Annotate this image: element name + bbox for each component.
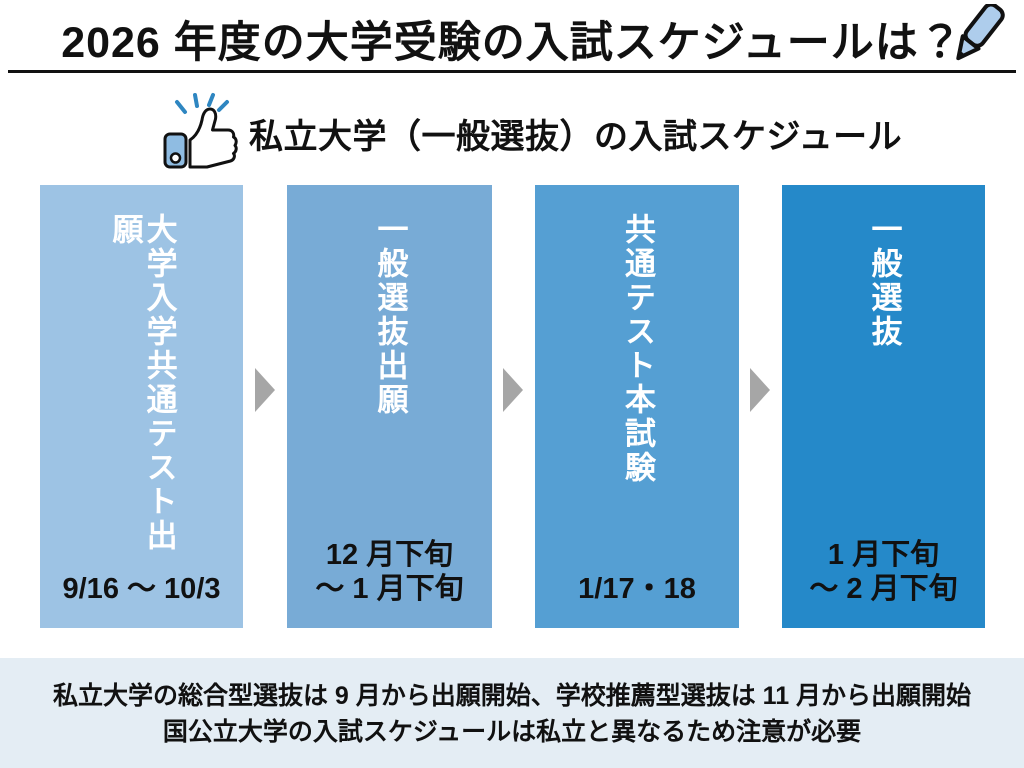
cuff-dot — [169, 152, 182, 164]
footer-line-1: 私立大学の総合型選抜は 9 月から出願開始、学校推薦型選抜は 11 月から出願開… — [52, 682, 972, 710]
subtitle-text: 私立大学（一般選抜）の入試スケジュール — [249, 117, 903, 156]
footer-note: 私立大学の総合型選抜は 9 月から出願開始、学校推薦型選抜は 11 月から出願開… — [0, 658, 1024, 768]
step-date-line: 1/17・18 — [578, 572, 696, 605]
pencil-tip — [956, 34, 981, 61]
arrow-right-icon — [750, 368, 770, 412]
page-title: 2026 年度の大学受験の入試スケジュールは？ — [61, 19, 963, 67]
step-date-line: 12 月下旬 — [325, 539, 454, 572]
step-date: 1 月下旬 ～ 2 月下旬 — [809, 539, 957, 606]
timeline-step-kyotsu-honshiken: 共通テスト本試験 1/17・18 — [535, 185, 739, 628]
step-label: 一般選抜 — [866, 213, 902, 349]
step-date-line: ～ 1 月下旬 — [315, 572, 464, 605]
step-date-line: 9/16 ～ 10/3 — [62, 572, 221, 605]
step-label: 大学入学共通テスト出願 — [107, 213, 177, 553]
step-label: 共通テスト本試験 — [620, 213, 656, 485]
arrow-right-icon — [255, 368, 275, 412]
pencil-point — [958, 50, 966, 59]
timeline-step-ippan-senbatsu: 一般選抜 1 月下旬 ～ 2 月下旬 — [782, 185, 985, 628]
step-date: 12 月下旬 ～ 1 月下旬 — [315, 539, 463, 606]
arrow-right-icon — [503, 368, 523, 412]
step-label: 一般選抜出願 — [372, 213, 408, 417]
spark-lines — [175, 93, 229, 114]
timeline-step-ippan-shutsugan: 一般選抜出願 12 月下旬 ～ 1 月下旬 — [287, 185, 492, 628]
step-date: 9/16 ～ 10/3 — [63, 573, 221, 606]
thumbs-up-icon — [163, 93, 238, 169]
step-date-line: 1 月下旬 — [827, 539, 940, 572]
pencil-icon — [956, 4, 1005, 61]
timeline-step-kyotsu-shutsugan: 大学入学共通テスト出願 9/16 ～ 10/3 — [40, 185, 243, 628]
thumb-hand — [188, 107, 238, 169]
footer-line-2: 国公立大学の入試スケジュールは私立と異なるため注意が必要 — [162, 717, 862, 746]
step-date-line: ～ 2 月下旬 — [809, 572, 958, 605]
step-date: 1/17・18 — [578, 573, 696, 606]
title-underline — [8, 70, 1016, 73]
subtitle-section: 私立大学（一般選抜）の入試スケジュール — [161, 90, 902, 170]
